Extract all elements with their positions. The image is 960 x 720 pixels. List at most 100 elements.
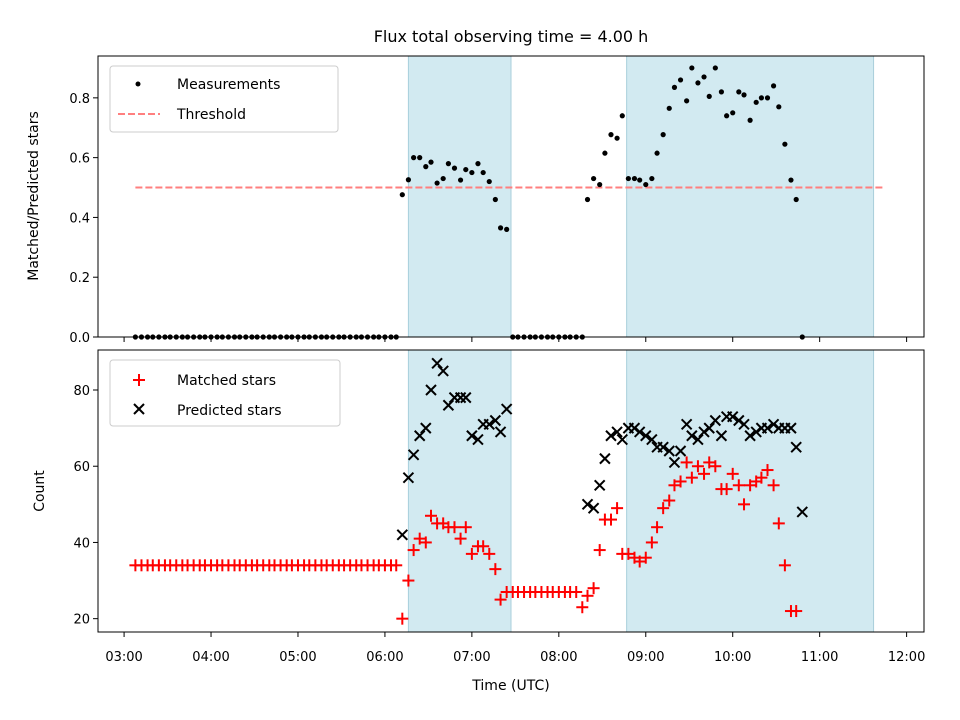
measurement-point xyxy=(399,192,405,198)
predicted-star-marker xyxy=(703,422,715,434)
measurement-point xyxy=(445,161,451,167)
matched-star-marker xyxy=(425,509,438,522)
measurement-point xyxy=(475,161,481,167)
matched-star-marker xyxy=(611,502,624,515)
matched-star-marker xyxy=(761,464,774,477)
y-tick-label: 40 xyxy=(73,536,90,551)
measurement-point xyxy=(608,132,614,138)
bottom-y-axis-label: Count xyxy=(32,470,48,512)
measurement-point xyxy=(405,177,412,183)
matched-star-marker xyxy=(587,582,600,595)
matched-star-marker xyxy=(668,479,681,492)
measurement-point xyxy=(637,177,643,183)
legend-x-marker xyxy=(133,403,145,415)
predicted-star-marker xyxy=(587,502,600,514)
measurement-point xyxy=(747,117,753,123)
predicted-star-marker xyxy=(640,430,652,442)
matched-star-marker xyxy=(685,471,698,484)
predicted-star-marker xyxy=(420,422,432,434)
measurement-point xyxy=(591,175,597,182)
matched-star-marker xyxy=(767,479,780,492)
bottom-axes-frame xyxy=(97,349,925,633)
predicted-star-marker xyxy=(646,433,658,446)
predicted-star-marker xyxy=(599,452,611,465)
y-tick-label: 20 xyxy=(73,613,90,628)
x-tick-label: 10:00 xyxy=(714,650,751,665)
x-tick-label: 06:00 xyxy=(366,650,403,665)
predicted-star-marker xyxy=(593,479,606,491)
matched-star-marker xyxy=(396,612,409,625)
measurement-point xyxy=(643,181,649,188)
x-tick-label: 09:00 xyxy=(627,650,664,665)
predicted-star-marker xyxy=(494,426,507,438)
measurement-point xyxy=(706,93,712,99)
measurement-point xyxy=(469,169,475,176)
measurement-point xyxy=(614,135,620,141)
bottom-legend-box xyxy=(109,359,341,427)
predicted-star-marker xyxy=(437,365,449,377)
measurement-point xyxy=(451,165,458,171)
predicted-star-marker xyxy=(431,357,443,370)
matched-star-marker xyxy=(663,494,676,507)
matched-star-marker xyxy=(651,521,664,534)
measurement-point xyxy=(619,113,625,119)
predicted-star-marker xyxy=(785,422,797,434)
predicted-star-marker xyxy=(744,430,756,442)
legend-predicted-stars: Predicted stars xyxy=(177,403,282,419)
measurement-point xyxy=(417,155,423,161)
legend-measurement-marker xyxy=(135,81,141,87)
matched-star-marker xyxy=(407,544,420,557)
top-y-axis-label: Matched/Predicted stars xyxy=(26,111,42,281)
top-axes-frame xyxy=(97,55,925,338)
matched-star-marker xyxy=(732,479,745,492)
predicted-star-marker xyxy=(425,384,437,396)
matched-star-marker xyxy=(744,479,757,492)
shaded-interval xyxy=(407,55,512,338)
bottom-y-ticks: 20 40 60 80 xyxy=(73,384,98,628)
matched-star-marker xyxy=(419,536,432,549)
matched-star-marker xyxy=(459,521,472,534)
predicted-star-marker xyxy=(442,399,455,411)
matched-star-marker xyxy=(413,532,426,545)
measurement-point xyxy=(736,89,742,95)
top-panel: 0.00.20.40.60.8 Matched/Predicted stars … xyxy=(26,55,925,346)
chart-title: Flux total observing time = 4.00 h xyxy=(374,27,649,46)
matched-star-marker xyxy=(698,467,711,480)
matched-star-marker xyxy=(738,498,751,511)
predicted-star-marker xyxy=(668,456,681,469)
predicted-star-marker xyxy=(396,529,409,541)
measurement-point xyxy=(782,141,788,147)
predicted-star-marker xyxy=(489,414,502,427)
y-tick-label: 80 xyxy=(73,384,90,399)
measurement-point xyxy=(741,92,747,98)
matched-star-marker xyxy=(581,589,594,602)
measurement-point xyxy=(631,175,638,182)
bottom-x-ticks: 03:00 04:00 05:00 06:00 07:00 08:00 09:00 10:00… xyxy=(105,632,925,665)
measurement-point xyxy=(689,65,695,71)
predicted-star-marker xyxy=(727,410,739,423)
legend-matched-stars: Matched stars xyxy=(177,373,276,389)
predicted-star-marker xyxy=(692,433,704,446)
predicted-star-marker xyxy=(633,426,646,438)
measurement-point xyxy=(660,132,666,138)
predicted-star-marker xyxy=(605,430,617,442)
y-tick-label: 0.8 xyxy=(69,92,90,107)
legend-plus-marker xyxy=(133,374,145,386)
matched-star-marker xyxy=(691,460,704,473)
measurement-point xyxy=(492,196,498,203)
measurement-point xyxy=(457,177,464,183)
measurement-point xyxy=(440,175,446,182)
x-tick-label: 05:00 xyxy=(279,650,316,665)
bottom-legend: Matched stars Predicted stars xyxy=(109,359,341,427)
matched-star-marker xyxy=(772,517,785,530)
matched-star-marker xyxy=(790,605,803,618)
shaded-interval xyxy=(626,55,875,338)
x-tick-label: 12:00 xyxy=(888,650,925,665)
measurement-point xyxy=(712,65,718,71)
predicted-star-marker xyxy=(709,414,722,427)
predicted-star-marker xyxy=(454,391,467,404)
matched-star-marker xyxy=(680,456,693,469)
measurement-point xyxy=(758,95,765,101)
